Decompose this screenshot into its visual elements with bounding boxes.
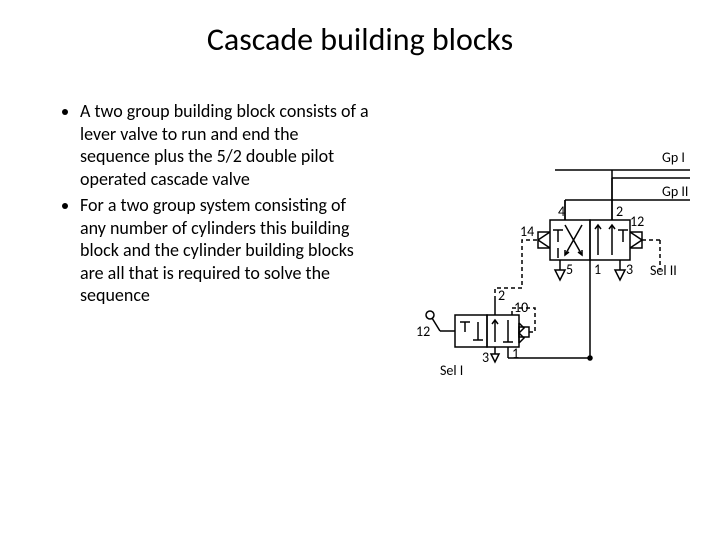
pneumatic-diagram: Gp I Gp II Sel II Sel I 14 12 4 2 5 1 3 … — [400, 130, 700, 390]
label-1-lv: 1 — [512, 345, 519, 362]
label-2-top: 2 — [616, 203, 623, 220]
label-3-top: 3 — [626, 261, 633, 278]
label-gp1: Gp I — [662, 149, 685, 166]
label-4: 4 — [558, 203, 565, 220]
lever-valve — [426, 311, 529, 347]
label-sel2: Sel II — [650, 262, 677, 279]
label-gp2: Gp II — [662, 183, 688, 200]
label-sel1: Sel I — [440, 362, 463, 379]
label-1-top: 1 — [594, 261, 601, 278]
pilot-right — [630, 232, 642, 248]
label-3-lv: 3 — [482, 349, 489, 366]
label-5: 5 — [566, 261, 573, 278]
bullet-2: For a two group system consisting of any… — [80, 194, 370, 307]
bullet-1: A two group building block consists of a… — [80, 100, 370, 190]
lever-ports — [491, 300, 508, 362]
page-title: Cascade building blocks — [0, 20, 720, 59]
label-10: 10 — [514, 299, 528, 316]
label-12-left: 12 — [416, 323, 430, 340]
pilot-left — [538, 232, 550, 248]
cascade-valve — [550, 220, 630, 260]
label-2-lv: 2 — [498, 287, 505, 304]
label-12-top: 12 — [630, 213, 644, 230]
label-14: 14 — [520, 223, 534, 240]
body-text: A two group building block consists of a… — [60, 100, 370, 311]
